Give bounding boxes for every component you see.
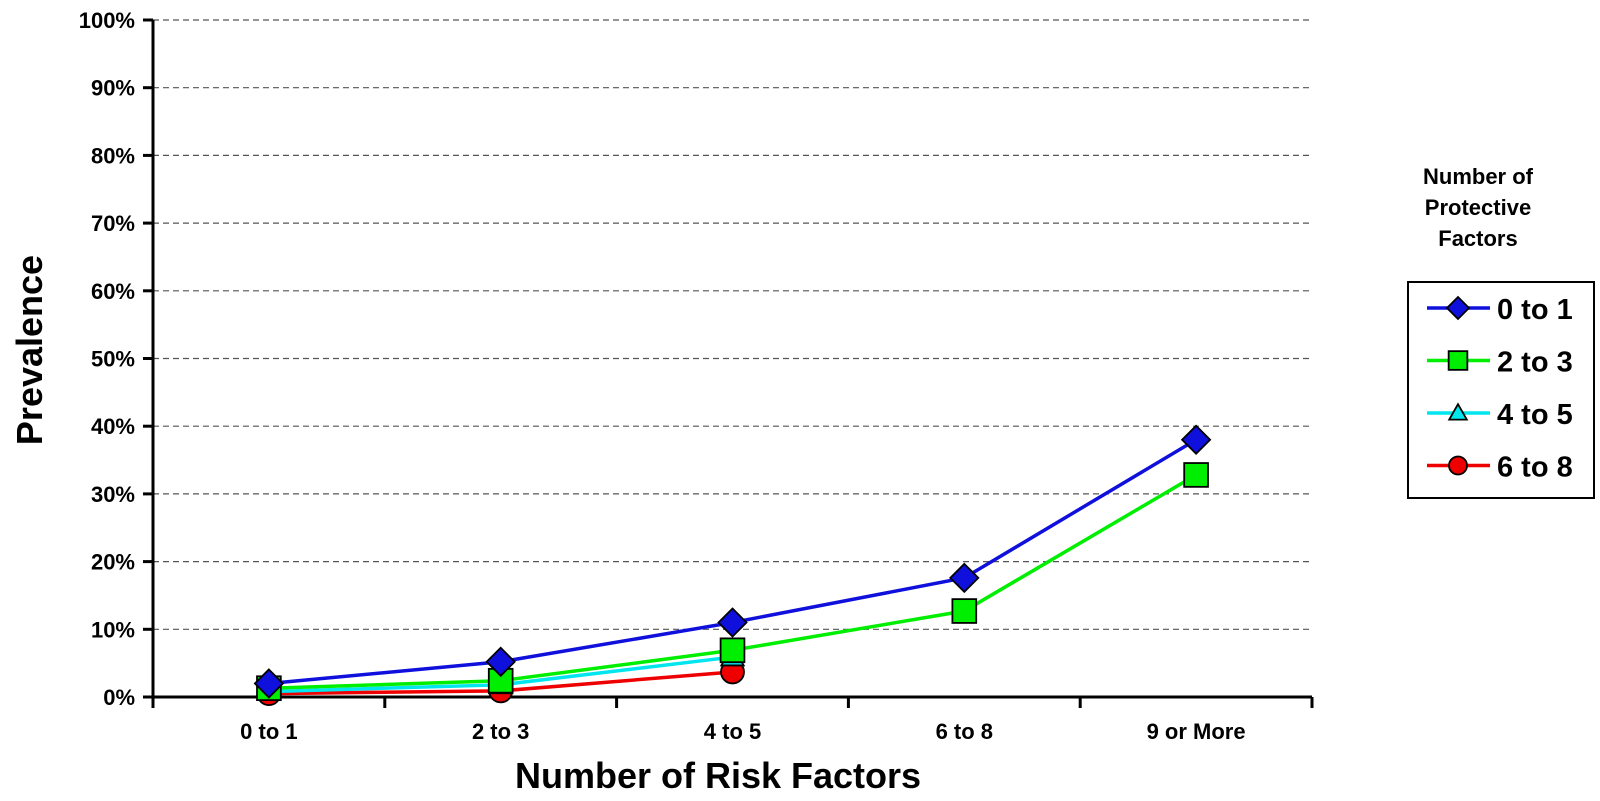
legend: 0 to 1 2 to 3 4 to 5 6 to 8 (1407, 281, 1595, 499)
series-group (253, 424, 1212, 706)
data-point (719, 637, 746, 664)
x-axis-ticks: 0 to 1 2 to 3 4 to 5 6 to 8 9 or More (151, 697, 1314, 744)
data-point (1183, 462, 1209, 488)
data-point (253, 668, 285, 699)
legend-marker (1447, 350, 1469, 371)
y-tick-label: 30% (91, 482, 135, 507)
grid-lines (153, 19, 1312, 630)
legend-item-0-to-1: 0 to 1 (1427, 294, 1573, 326)
legend-title: Number of Protective Factors (1423, 164, 1534, 251)
x-axis-title: Number of Risk Factors (515, 755, 921, 796)
legend-title-line: Protective (1425, 195, 1531, 220)
y-axis-title: Prevalence (9, 255, 50, 445)
legend-title-line: Number of (1423, 164, 1534, 189)
legend-marker (1448, 455, 1468, 476)
legend-marker (1447, 402, 1469, 421)
x-tick-label: 6 to 8 (936, 719, 993, 744)
x-tick-label: 9 or More (1147, 719, 1246, 744)
legend-label: 2 to 3 (1497, 347, 1573, 379)
legend-title-line: Factors (1438, 226, 1517, 251)
legend-item-6-to-8: 6 to 8 (1427, 452, 1573, 484)
data-point (717, 607, 748, 638)
y-tick-label: 0% (103, 685, 135, 710)
y-tick-label: 20% (91, 550, 135, 575)
x-tick-label: 0 to 1 (240, 719, 297, 744)
data-point (951, 598, 978, 624)
legend-label: 6 to 8 (1497, 452, 1573, 484)
series-2-to-3 (256, 462, 1209, 701)
legend-item-4-to-5: 4 to 5 (1427, 399, 1573, 431)
series-0-to-1 (253, 424, 1212, 699)
data-point (1180, 424, 1212, 456)
data-point (949, 562, 980, 594)
data-point (485, 646, 516, 678)
x-tick-label: 4 to 5 (704, 719, 761, 744)
y-tick-label: 10% (91, 617, 135, 642)
y-tick-label: 70% (91, 211, 135, 236)
y-tick-label: 80% (91, 143, 135, 168)
legend-box (1407, 281, 1595, 499)
legend-label: 0 to 1 (1497, 294, 1573, 326)
legend-label: 4 to 5 (1497, 399, 1573, 431)
y-tick-label: 90% (91, 76, 135, 101)
y-axis-ticks: 0% 10% 20% 30% 40% 50% 60% 70% 80% 90% 100% (79, 8, 153, 710)
y-tick-label: 40% (91, 414, 135, 439)
y-tick-label: 50% (91, 347, 135, 372)
y-tick-label: 100% (79, 8, 135, 33)
x-tick-label: 2 to 3 (472, 719, 529, 744)
legend-item-2-to-3: 2 to 3 (1427, 347, 1573, 379)
legend-marker (1445, 295, 1471, 321)
y-tick-label: 60% (91, 279, 135, 304)
